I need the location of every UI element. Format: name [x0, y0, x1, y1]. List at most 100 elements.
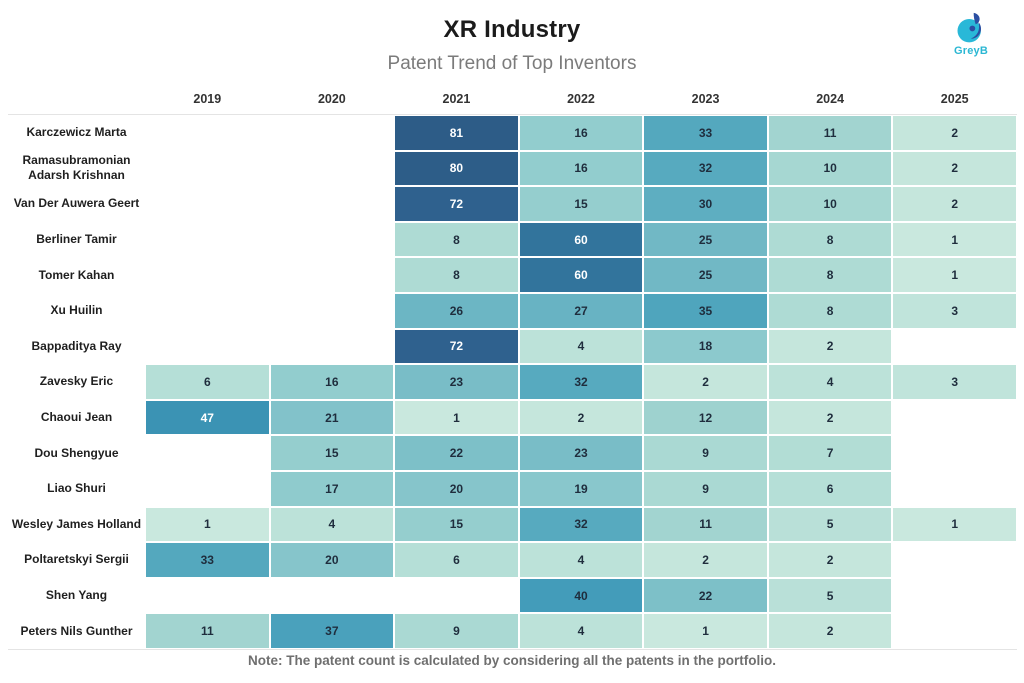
heatmap-cell: 5 — [767, 506, 893, 543]
row-label: Liao Shuri — [47, 481, 106, 496]
heatmap-cell: 32 — [518, 506, 644, 543]
heatmap-cell-empty — [145, 115, 270, 151]
heatmap-cell: 35 — [643, 292, 768, 329]
heatmap-cell: 4 — [518, 328, 644, 365]
heatmap-cell: 2 — [518, 399, 644, 436]
heatmap-cell: 4 — [518, 542, 644, 578]
heatmap-cell-empty — [270, 293, 395, 329]
heatmap-row: Liao Shuri 17 20 19 9 6 — [8, 470, 1017, 507]
heatmap-cell: 7 — [767, 435, 893, 471]
heatmap-cell: 23 — [518, 435, 644, 471]
row-label: Peters Nils Gunther — [20, 623, 133, 638]
heatmap-cell: 32 — [518, 364, 644, 400]
heatmap-chart: 2019 2020 2021 2022 2023 2024 2025 Karczewicz … — [8, 84, 1017, 650]
heatmap-cell: 12 — [643, 399, 768, 436]
heatmap-row: Xu Huilin 26 27 35 8 3 — [8, 292, 1017, 329]
row-label: Dou Shengyue — [34, 445, 119, 460]
heatmap-cell-empty — [892, 471, 1017, 507]
heatmap-cell: 19 — [518, 470, 644, 507]
heatmap-cell: 8 — [767, 221, 893, 258]
row-label: Tomer Kahan — [38, 267, 115, 282]
heatmap-cell: 15 — [394, 506, 519, 543]
heatmap-cell: 40 — [518, 577, 644, 614]
heatmap-cell: 1 — [892, 257, 1017, 293]
heatmap-cell: 11 — [767, 115, 893, 151]
row-label: Ramasubramonian Adarsh Krishnan — [22, 153, 131, 183]
heatmap-cell: 5 — [767, 577, 893, 614]
heatmap-row: Berliner Tamir 8 60 25 8 1 — [8, 221, 1017, 258]
heatmap-cell: 32 — [643, 150, 768, 187]
row-label: Chaoui Jean — [40, 410, 113, 425]
page-subtitle: Patent Trend of Top Inventors — [387, 53, 637, 74]
heatmap-cell: 20 — [394, 470, 519, 507]
year-label: 2020 — [317, 92, 346, 106]
heatmap-cell: 2 — [892, 115, 1017, 151]
heatmap-cell: 1 — [892, 506, 1017, 543]
heatmap-cell-empty — [145, 257, 270, 293]
heatmap-cell-empty — [270, 329, 395, 365]
heatmap-cell-empty — [270, 222, 395, 258]
heatmap-row: Tomer Kahan 8 60 25 8 1 — [8, 257, 1017, 293]
heatmap-cell: 8 — [394, 257, 519, 293]
heatmap-cell: 2 — [767, 399, 893, 436]
heatmap-cell: 10 — [767, 186, 893, 222]
heatmap-cell: 33 — [145, 542, 270, 578]
heatmap-cell-empty — [270, 257, 395, 293]
heatmap-row: Shen Yang 40 22 5 — [8, 577, 1017, 614]
heatmap-row: Bappaditya Ray 72 4 18 2 — [8, 328, 1017, 365]
greyb-logo-icon — [944, 10, 998, 46]
heatmap-cell: 22 — [643, 577, 768, 614]
year-label: 2025 — [940, 92, 969, 106]
heatmap-cell: 18 — [643, 328, 768, 365]
heatmap-cell: 8 — [767, 292, 893, 329]
heatmap-cell: 2 — [892, 186, 1017, 222]
heatmap-row: Peters Nils Gunther 11 37 9 4 1 2 — [8, 613, 1017, 649]
heatmap-cell-empty — [145, 186, 270, 222]
heatmap-cell: 6 — [394, 542, 519, 578]
year-header-row: 2019 2020 2021 2022 2023 2024 2025 — [8, 84, 1017, 114]
heatmap-cell-empty — [892, 400, 1017, 436]
heatmap-cell: 15 — [518, 186, 644, 222]
heatmap-cell: 72 — [394, 328, 519, 365]
heatmap-cell-empty — [270, 186, 395, 222]
heatmap-cell: 37 — [269, 613, 395, 649]
heatmap-cell: 9 — [394, 613, 519, 649]
heatmap-cell: 72 — [394, 186, 519, 222]
heatmap-cell: 11 — [145, 613, 270, 649]
heatmap-cell: 1 — [394, 399, 519, 436]
heatmap-cell: 33 — [643, 115, 768, 151]
heatmap-cell: 26 — [394, 292, 519, 329]
heatmap-row: Zavesky Eric 6 16 23 32 2 4 3 — [8, 364, 1017, 400]
year-label: 2021 — [442, 92, 471, 106]
heatmap-cell: 4 — [518, 613, 644, 649]
year-label: 2019 — [193, 92, 222, 106]
heatmap-cell-empty — [145, 329, 270, 365]
heatmap-cell: 60 — [518, 221, 644, 258]
heatmap-cell: 22 — [394, 435, 519, 471]
heatmap-cell-empty — [892, 435, 1017, 471]
heatmap-cell-empty — [145, 151, 270, 187]
row-label: Zavesky Eric — [39, 374, 114, 389]
footer-note: Note: The patent count is calculated by … — [247, 653, 777, 668]
heatmap-cell-empty — [892, 578, 1017, 614]
heatmap-row: Karczewicz Marta 81 16 33 11 2 — [8, 115, 1017, 151]
row-label: Karczewicz Marta — [26, 125, 127, 140]
heatmap-cell: 1 — [892, 221, 1017, 258]
heatmap-cell-empty — [270, 115, 395, 151]
heatmap-cell: 16 — [269, 364, 395, 400]
row-label: Wesley James Holland — [11, 516, 142, 531]
heatmap-cell: 15 — [269, 435, 395, 471]
heatmap-cell: 21 — [269, 399, 395, 436]
heatmap-cell: 8 — [394, 221, 519, 258]
heatmap-cell: 3 — [892, 292, 1017, 329]
heatmap-row: Chaoui Jean 47 21 1 2 12 2 — [8, 399, 1017, 436]
heatmap-cell: 23 — [394, 364, 519, 400]
row-label: Bappaditya Ray — [31, 338, 122, 353]
heatmap-row: Dou Shengyue 15 22 23 9 7 — [8, 435, 1017, 471]
heatmap-cell-empty — [892, 542, 1017, 578]
heatmap-cell-empty — [270, 578, 395, 614]
heatmap-cell: 25 — [643, 221, 768, 258]
year-label: 2024 — [816, 92, 845, 106]
heatmap-cell: 16 — [518, 150, 644, 187]
